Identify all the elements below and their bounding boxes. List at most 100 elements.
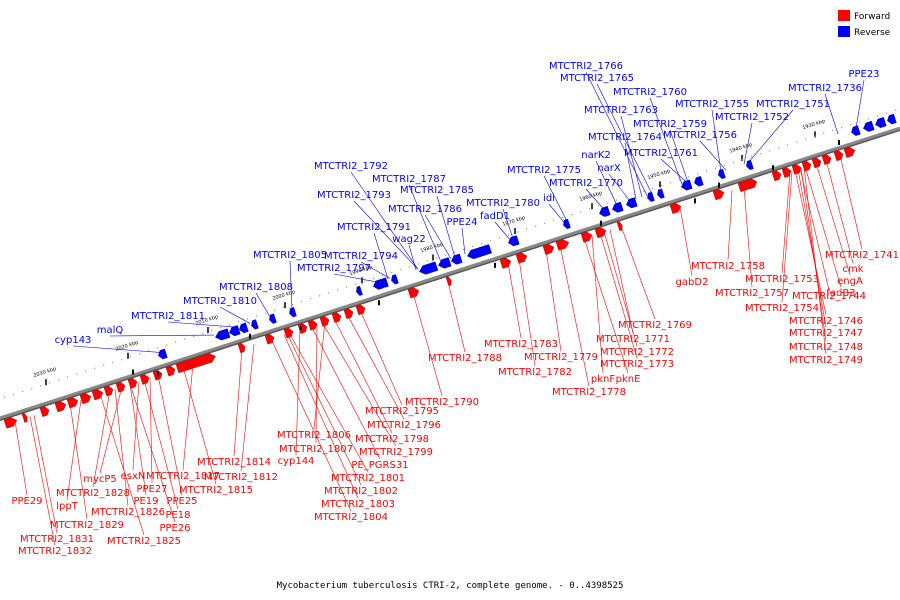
leader-line [99, 393, 145, 536]
scale-dot [328, 292, 330, 294]
gene-layer [3, 113, 897, 429]
leader-line [543, 175, 568, 222]
scale-tick-label: 1940 kbp [729, 142, 753, 155]
leader-line [33, 414, 58, 534]
forward-gene-label: MTCTRI2_1754 [745, 303, 819, 314]
small-feature [694, 198, 696, 204]
leader-line [494, 221, 511, 240]
forward-gene [79, 393, 92, 405]
leader-line [825, 159, 854, 264]
scale-dot [355, 283, 357, 285]
forward-gene-label: MTCTRI2_1815 [179, 485, 253, 496]
reverse-gene-label: MTCTRI2_1785 [400, 185, 474, 196]
leader-line [608, 173, 631, 202]
reverse-gene [508, 235, 520, 247]
forward-gene-label: MTCTRI2_1798 [355, 434, 429, 445]
leader-line [804, 166, 842, 288]
small-feature [249, 333, 251, 339]
scale-dot [67, 376, 69, 378]
scale-dot [310, 298, 312, 300]
leader-line [92, 390, 111, 488]
forward-gene-label: MTCTRI2_1747 [789, 328, 863, 339]
forward-gene-label: MTCTRI2_1769 [618, 320, 692, 331]
reverse-gene-label: PPE23 [848, 69, 879, 80]
leader-line [591, 235, 604, 374]
reverse-gene [657, 188, 665, 199]
scale-dot [148, 350, 150, 352]
reverse-gene-label: MTCTRI2_1787 [372, 174, 446, 185]
reverse-gene [215, 328, 231, 341]
leader-line [408, 244, 417, 271]
forward-gene [555, 239, 570, 251]
reverse-gene-label: fadD1 [480, 211, 510, 222]
forward-gene [445, 276, 452, 287]
leader-line [800, 167, 827, 342]
forward-gene [542, 243, 555, 255]
forward-gene-label: MTCTRI2_1802 [324, 486, 398, 497]
forward-gene [771, 170, 782, 182]
leader-line [315, 323, 318, 444]
leader-line [424, 214, 452, 259]
leader-line [545, 250, 562, 352]
scale-dot [643, 190, 645, 193]
leader-line [794, 169, 827, 316]
backbone-line [0, 126, 900, 420]
scale-dot [211, 330, 213, 332]
leader-line [29, 416, 56, 546]
forward-gene-label: MTCTRI2_1804 [314, 512, 388, 523]
small-feature [378, 300, 380, 306]
leader-line [436, 195, 456, 258]
scale-dot [787, 144, 789, 146]
scale-dot [868, 118, 870, 120]
leader-line [270, 338, 352, 512]
scale-dot [769, 150, 771, 152]
forward-gene-label: MTCTRI2_1744 [792, 291, 866, 302]
forward-gene [264, 333, 275, 345]
leader-line [182, 366, 217, 485]
leader-line [620, 115, 643, 198]
scale-dot [544, 222, 546, 224]
forward-gene [669, 203, 682, 214]
forward-gene [175, 353, 216, 374]
reverse-gene-label: MTCTRI2_1736 [788, 83, 862, 94]
scale-dot [724, 164, 726, 166]
forward-gene-label: PE19 [133, 496, 158, 507]
scale-dot [895, 109, 897, 111]
leader-line [679, 206, 693, 277]
leader-line [72, 345, 161, 353]
reverse-gene-label: PPE24 [446, 217, 477, 228]
leader-line [353, 200, 419, 270]
scale-dot [679, 179, 681, 181]
scale-dot [661, 185, 663, 187]
reverse-gene [419, 261, 439, 275]
leader-line [69, 403, 88, 520]
leader-line [743, 186, 753, 288]
leader-line [803, 166, 827, 355]
leader-line [333, 318, 393, 434]
scale-dot [850, 124, 852, 126]
scale-dot [832, 129, 834, 132]
scale-dot [130, 356, 132, 358]
forward-gene-label: MTCTRI2_1795 [365, 406, 439, 417]
scale-dot [796, 141, 798, 143]
scale-dot [778, 147, 780, 149]
leader-line-layer [14, 71, 865, 546]
scale-dot [112, 361, 114, 364]
scale-dot [580, 211, 582, 213]
reverse-gene [681, 179, 693, 191]
reverse-gene [563, 218, 571, 229]
forward-gene-label: PE_PGRS31 [351, 460, 408, 471]
legend-reverse-swatch [838, 26, 850, 37]
forward-gene-label: MTCTRI2_1807 [279, 444, 353, 455]
scale-dot [103, 364, 105, 367]
reverse-gene [647, 191, 655, 202]
forward-gene-label: PE18 [165, 510, 190, 521]
small-feature [772, 165, 774, 171]
scale-dot [823, 132, 825, 135]
reverse-gene [356, 285, 363, 296]
forward-gene-label: PPE27 [136, 484, 167, 495]
reverse-gene [887, 113, 897, 125]
leader-line [167, 321, 239, 328]
scale-dot [427, 260, 429, 262]
scale-dot [76, 373, 78, 375]
